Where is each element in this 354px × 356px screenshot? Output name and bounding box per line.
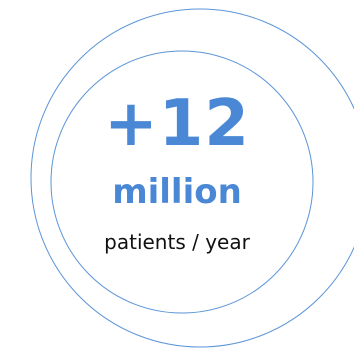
- inner-ring: [50, 50, 314, 314]
- outer-ring: [30, 8, 354, 348]
- stat-value: +12: [104, 87, 250, 161]
- stat-caption: patients / year: [104, 230, 250, 254]
- stat-unit: million: [112, 172, 242, 212]
